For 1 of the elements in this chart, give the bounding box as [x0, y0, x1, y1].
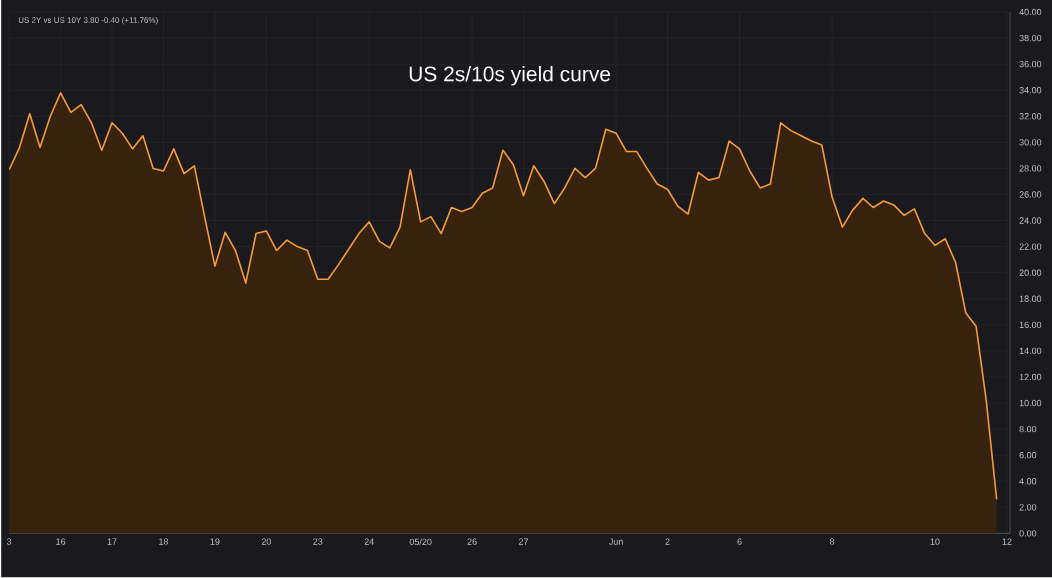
text: US 2s/10s yield curve [409, 66, 611, 86]
